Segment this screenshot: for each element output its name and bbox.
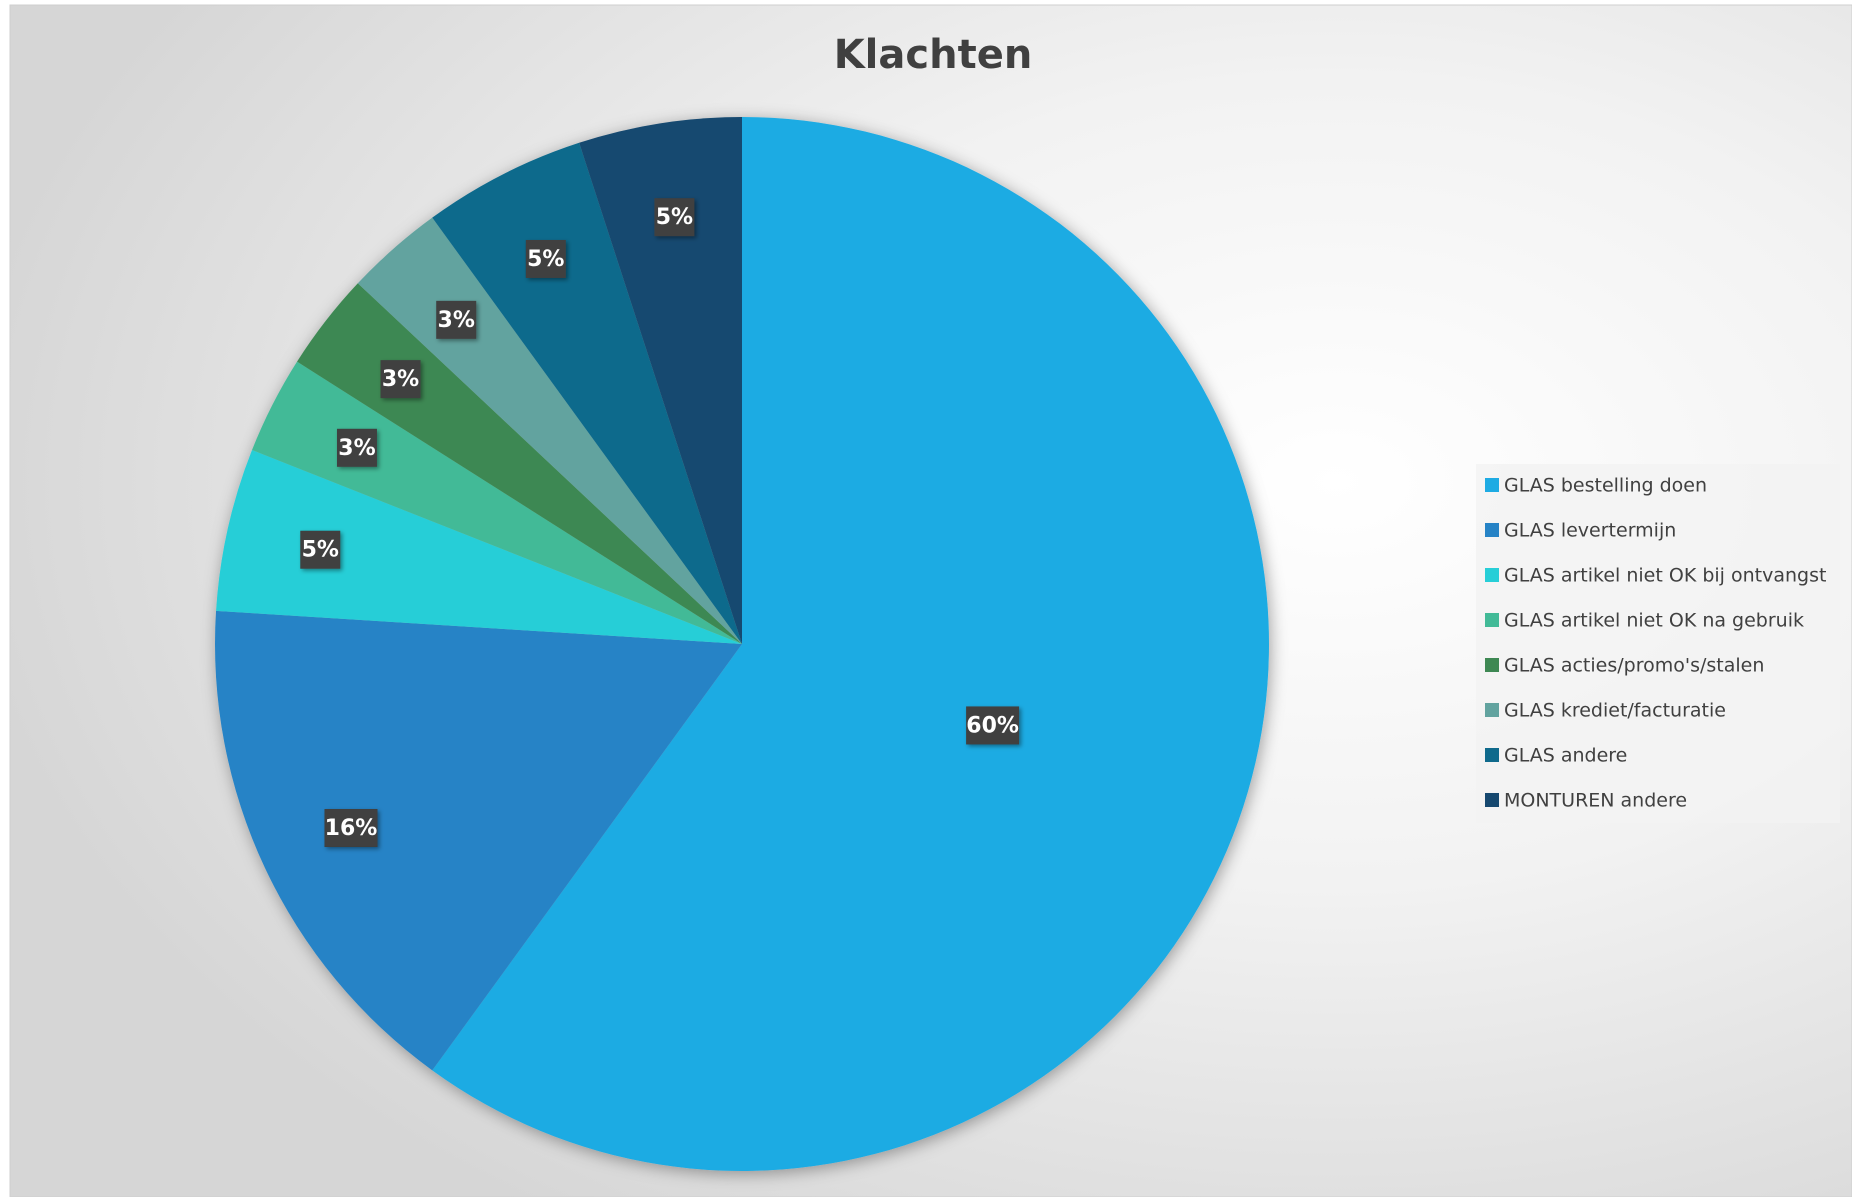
legend-swatch [1485,658,1499,672]
data-label: 5% [656,205,693,230]
data-label-box [324,808,378,847]
data-label-box [525,239,566,278]
legend-label: GLAS bestelling doen [1504,475,1707,497]
data-label-box [436,300,477,339]
legend-label: MONTUREN andere [1504,790,1687,812]
pie-slice [216,449,742,644]
data-label-box [300,530,341,569]
legend-label: GLAS andere [1504,745,1627,767]
data-label: 5% [527,247,564,272]
legend-swatch [1485,703,1499,717]
data-label: 3% [382,367,419,392]
legend-swatch [1485,478,1499,492]
legend-label: GLAS artikel niet OK na gebruik [1504,610,1804,632]
pie [215,117,1269,1171]
legend-swatch [1485,748,1499,762]
legend-label: GLAS acties/promo's/stalen [1504,655,1764,677]
pie-slice [432,142,742,644]
legend-swatch [1485,523,1499,537]
data-label-box [380,360,421,399]
pie-slice [432,117,1269,1171]
legend-label: GLAS levertermijn [1504,520,1676,542]
chart-title: Klachten [834,32,1033,78]
legend-label: GLAS artikel niet OK bij ontvangst [1504,565,1826,587]
legend-box [1476,464,1840,823]
data-label: 3% [338,436,375,461]
pie-slice [215,610,743,1071]
data-label: 16% [325,816,378,841]
legend-swatch [1485,613,1499,627]
data-label-box [966,706,1020,745]
pie-slice [579,117,742,644]
data-label: 3% [438,308,475,333]
legend-swatch [1485,568,1499,582]
data-label: 5% [302,538,339,563]
legend-label: GLAS krediet/facturatie [1504,700,1726,722]
data-label-box [336,428,377,467]
data-label: 60% [966,713,1019,738]
legend-swatch [1485,793,1499,807]
data-label-box [654,198,695,237]
